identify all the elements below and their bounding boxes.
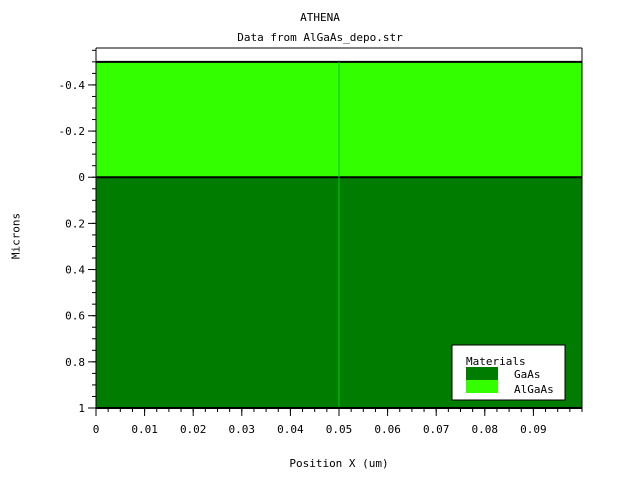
y-tick-label: 0.6 <box>65 310 85 323</box>
x-tick-label: 0.03 <box>229 423 256 436</box>
legend-swatch-algaas <box>466 380 498 393</box>
y-tick-label: -0.4 <box>59 79 86 92</box>
x-axis-label: Position X (um) <box>289 457 389 470</box>
x-tick-label: 0.07 <box>423 423 450 436</box>
x-tick-label: 0.04 <box>277 423 304 436</box>
legend: Materials GaAs AlGaAs <box>451 344 566 401</box>
legend-label-gaas: GaAs <box>514 368 541 381</box>
x-tick-label: 0.08 <box>472 423 499 436</box>
y-tick-label: -0.2 <box>59 125 86 138</box>
legend-swatch-gaas <box>466 367 498 380</box>
y-axis-label: Microns <box>9 212 23 260</box>
legend-title: Materials <box>466 355 526 368</box>
x-tick-label: 0.06 <box>374 423 401 436</box>
legend-label-algaas: AlGaAs <box>514 383 554 396</box>
y-tick-label: 0 <box>78 171 85 184</box>
y-tick-label: 0.8 <box>65 356 85 369</box>
y-tick-label: 1 <box>78 402 85 415</box>
x-tick-label: 0.02 <box>180 423 207 436</box>
x-tick-label: 0.05 <box>326 423 353 436</box>
x-tick-label: 0.09 <box>520 423 547 436</box>
x-tick-label: 0 <box>93 423 100 436</box>
y-tick-label: 0.2 <box>65 217 85 230</box>
x-tick-label: 0.01 <box>131 423 158 436</box>
y-tick-label: 0.4 <box>65 264 85 277</box>
chart-title: ATHENA <box>300 11 340 24</box>
chart-subtitle: Data from AlGaAs_depo.str <box>237 31 403 44</box>
